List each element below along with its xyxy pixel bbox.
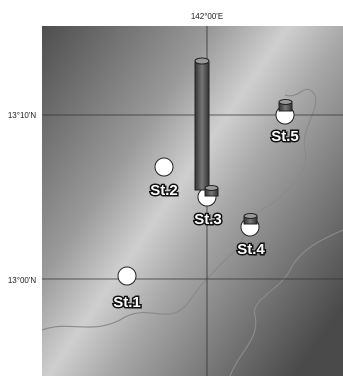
station-label: St.5 xyxy=(271,128,299,145)
station xyxy=(118,267,136,285)
longitude-label: 142°00'E xyxy=(191,12,223,21)
cylinder xyxy=(244,214,257,225)
station xyxy=(155,158,173,176)
cylinder xyxy=(195,58,209,190)
latitude-label: 13°10'N xyxy=(8,111,37,120)
cylinder xyxy=(279,100,292,112)
latitude-label: 13°00'N xyxy=(8,276,37,285)
station-label: St.1 xyxy=(113,294,141,311)
cylinder xyxy=(205,186,218,197)
station-label: St.4 xyxy=(237,241,265,258)
station-label: St.3 xyxy=(194,211,222,228)
station-label: St.2 xyxy=(150,182,178,199)
map: 142°00'E 13°10'N 13°00'N St.1 St.2 St.3 … xyxy=(0,0,343,376)
map-area xyxy=(42,26,343,376)
